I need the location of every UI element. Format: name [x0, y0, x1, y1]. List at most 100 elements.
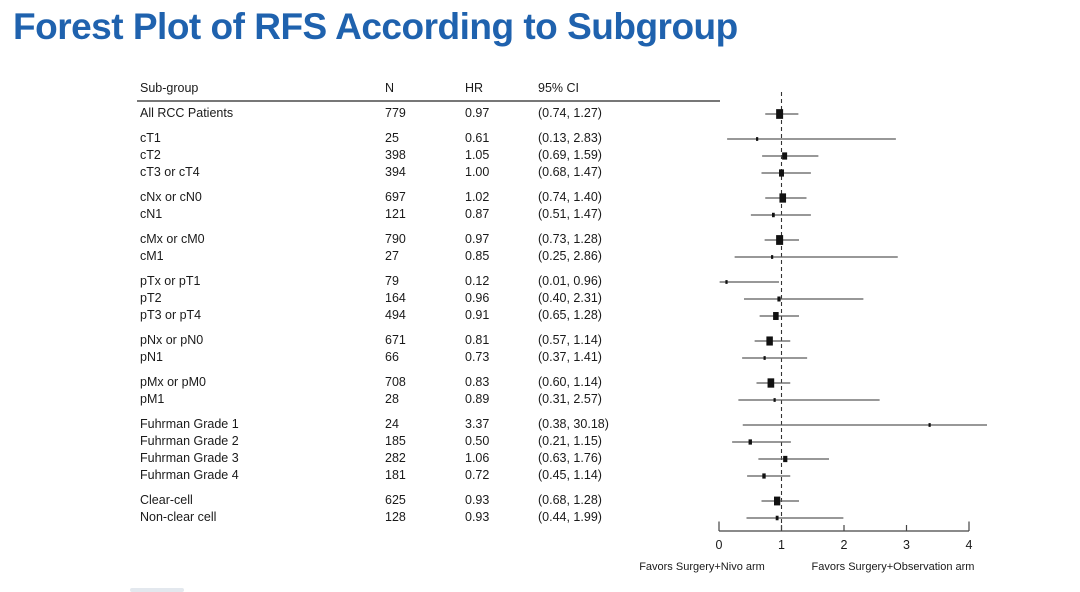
hr-value: 0.73 [465, 350, 490, 364]
ci-value: (0.38, 30.18) [538, 417, 609, 431]
hr-marker [928, 423, 931, 427]
hr-value: 0.97 [465, 232, 490, 246]
n-value: 394 [385, 165, 406, 179]
ci-value: (0.44, 1.99) [538, 510, 602, 524]
hr-marker [775, 515, 779, 521]
hr-marker [783, 455, 788, 463]
hr-marker [756, 137, 759, 141]
hr-marker [782, 152, 788, 160]
column-header-subgroup: Sub-group [140, 81, 199, 95]
hr-value: 0.93 [465, 493, 490, 507]
n-value: 282 [385, 451, 406, 465]
hr-marker [779, 193, 787, 203]
subgroup-label: cNx or cN0 [140, 190, 202, 204]
subgroup-label: Non-clear cell [140, 510, 217, 524]
hr-marker [767, 378, 775, 388]
favors-left-label: Favors Surgery+Nivo arm [639, 561, 765, 573]
n-value: 494 [385, 308, 406, 322]
subgroup-label: All RCC Patients [140, 106, 234, 120]
hr-value: 0.81 [465, 333, 490, 347]
subgroup-label: pM1 [140, 392, 165, 406]
n-value: 25 [385, 131, 399, 145]
hr-marker [763, 356, 766, 360]
x-tick-label: 3 [903, 538, 910, 552]
n-value: 625 [385, 493, 406, 507]
x-tick-label: 0 [716, 538, 723, 552]
hr-value: 0.97 [465, 106, 490, 120]
hr-value: 0.91 [465, 308, 490, 322]
favors-right-label: Favors Surgery+Observation arm [812, 561, 975, 573]
subgroup-label: cT3 or cT4 [140, 165, 200, 179]
hr-value: 0.61 [465, 131, 490, 145]
n-value: 24 [385, 417, 399, 431]
ci-value: (0.65, 1.28) [538, 308, 602, 322]
n-value: 79 [385, 274, 399, 288]
hr-marker [773, 398, 776, 402]
subgroup-label: cT2 [140, 148, 161, 162]
hr-marker [776, 109, 784, 119]
column-header-n: N [385, 81, 395, 95]
ci-value: (0.31, 2.57) [538, 392, 602, 406]
subgroup-label: pT3 or pT4 [140, 308, 202, 322]
hr-value: 0.12 [465, 274, 490, 288]
ci-value: (0.37, 1.41) [538, 350, 602, 364]
hr-value: 0.72 [465, 468, 490, 482]
n-value: 708 [385, 375, 406, 389]
n-value: 790 [385, 232, 406, 246]
subgroup-label: cN1 [140, 207, 163, 221]
subgroup-label: cMx or cM0 [140, 232, 205, 246]
ci-value: (0.45, 1.14) [538, 468, 602, 482]
x-tick-label: 1 [778, 538, 785, 552]
ci-value: (0.68, 1.28) [538, 493, 602, 507]
n-value: 28 [385, 392, 399, 406]
ci-value: (0.68, 1.47) [538, 165, 602, 179]
n-value: 181 [385, 468, 406, 482]
hr-marker [776, 235, 784, 245]
n-value: 398 [385, 148, 406, 162]
ci-value: (0.57, 1.14) [538, 333, 602, 347]
n-value: 128 [385, 510, 406, 524]
hr-value: 1.02 [465, 190, 490, 204]
subgroup-label: Fuhrman Grade 2 [140, 434, 239, 448]
n-value: 697 [385, 190, 406, 204]
hr-value: 0.50 [465, 434, 490, 448]
column-header-ci: 95% CI [538, 81, 579, 95]
hr-marker [772, 212, 775, 218]
n-value: 121 [385, 207, 406, 221]
subgroup-label: cM1 [140, 249, 164, 263]
subgroup-label: Fuhrman Grade 3 [140, 451, 239, 465]
hr-value: 0.89 [465, 392, 490, 406]
hr-marker [773, 312, 779, 320]
ci-value: (0.13, 2.83) [538, 131, 602, 145]
n-value: 779 [385, 106, 406, 120]
subgroup-label: pNx or pN0 [140, 333, 204, 347]
n-value: 164 [385, 291, 406, 305]
hr-value: 0.85 [465, 249, 490, 263]
ci-value: (0.21, 1.15) [538, 434, 602, 448]
hr-marker [762, 473, 766, 479]
ci-value: (0.01, 0.96) [538, 274, 602, 288]
hr-value: 1.00 [465, 165, 490, 179]
ci-value: (0.69, 1.59) [538, 148, 602, 162]
n-value: 66 [385, 350, 399, 364]
subgroup-label: pTx or pT1 [140, 274, 201, 288]
subgroup-label: Fuhrman Grade 1 [140, 417, 239, 431]
ci-value: (0.74, 1.27) [538, 106, 602, 120]
hr-value: 0.96 [465, 291, 490, 305]
n-value: 671 [385, 333, 406, 347]
subgroup-label: cT1 [140, 131, 161, 145]
hr-marker [725, 280, 728, 284]
ci-value: (0.63, 1.76) [538, 451, 602, 465]
hr-marker [774, 496, 781, 506]
column-header-hr: HR [465, 81, 484, 95]
hr-value: 0.87 [465, 207, 490, 221]
page-title: Forest Plot of RFS According to Subgroup [13, 6, 738, 47]
hr-marker [748, 439, 752, 445]
hr-value: 1.06 [465, 451, 490, 465]
hr-marker [771, 255, 774, 259]
hr-value: 0.83 [465, 375, 490, 389]
ci-value: (0.40, 2.31) [538, 291, 602, 305]
ci-value: (0.74, 1.40) [538, 190, 602, 204]
